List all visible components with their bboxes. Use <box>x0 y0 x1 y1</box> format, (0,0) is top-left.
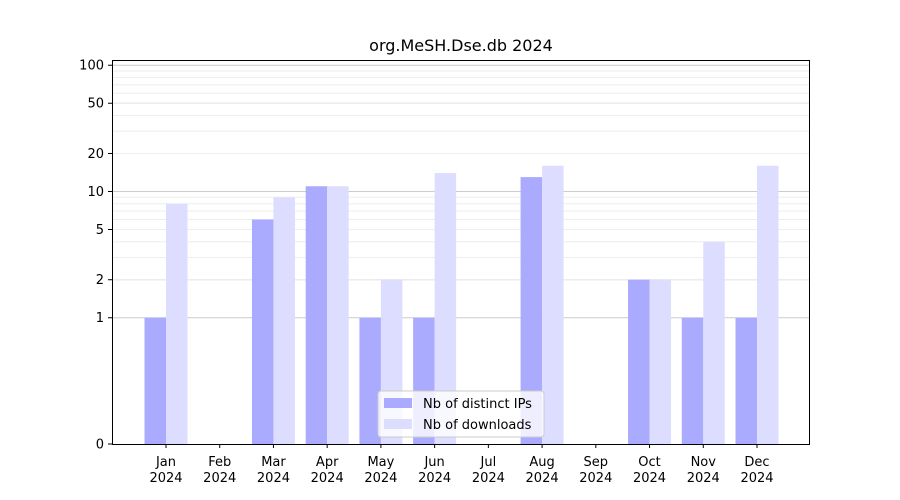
y-tick-label: 0 <box>96 438 104 453</box>
x-tick-label-year: 2024 <box>472 471 505 486</box>
x-tick-label-year: 2024 <box>364 471 397 486</box>
x-tick-label-year: 2024 <box>418 471 451 486</box>
plot-frame <box>112 60 810 445</box>
chart-title: org.MeSH.Dse.db 2024 <box>369 36 553 55</box>
x-tick-label-month: Jun <box>423 455 444 470</box>
legend-label: Nb of distinct IPs <box>423 397 532 412</box>
x-tick-label-year: 2024 <box>687 471 720 486</box>
legend: Nb of distinct IPs Nb of downloads <box>377 390 545 438</box>
bar-distinct-ips <box>305 186 328 445</box>
bar-distinct-ips <box>359 317 381 444</box>
bar-distinct-ips <box>144 317 166 444</box>
x-tick-label-month: Aug <box>529 455 554 470</box>
x-tick-label-year: 2024 <box>203 471 236 486</box>
y-tick-label: 10 <box>87 185 104 200</box>
x-tick-label-year: 2024 <box>740 471 773 486</box>
bar-distinct-ips <box>681 317 704 444</box>
x-tick-label-month: Dec <box>744 455 769 470</box>
y-tick-label: 100 <box>79 59 104 74</box>
x-tick-label-month: Apr <box>316 455 339 470</box>
bar-downloads <box>542 165 564 444</box>
y-tick-label: 5 <box>96 223 104 238</box>
x-tick-label-year: 2024 <box>526 471 559 486</box>
y-axis: 0 1 2 5 10 20 50 100 <box>79 59 112 453</box>
bar-downloads <box>703 241 725 444</box>
legend-swatch <box>384 398 412 408</box>
y-tick-label: 1 <box>96 311 104 326</box>
bar-downloads <box>327 186 349 445</box>
x-tick-label-month: Mar <box>261 455 286 470</box>
legend-label: Nb of downloads <box>423 418 532 433</box>
bars <box>144 165 779 445</box>
x-tick-label-month: Nov <box>691 455 717 470</box>
bar-downloads <box>166 203 188 444</box>
x-tick-label-year: 2024 <box>257 471 290 486</box>
bar-distinct-ips <box>628 279 650 444</box>
x-tick-label-month: Jan <box>155 455 176 470</box>
y-tick-label: 50 <box>87 97 104 112</box>
bar-downloads <box>649 279 672 444</box>
bar-distinct-ips <box>735 317 757 444</box>
y-tick-label: 2 <box>96 273 104 288</box>
x-tick-label-month: Sep <box>584 455 609 470</box>
bar-downloads <box>273 197 295 444</box>
x-tick-label-month: Jul <box>480 455 497 470</box>
bar-distinct-ips <box>251 219 274 444</box>
bar-downloads <box>434 173 457 444</box>
legend-box <box>377 390 545 438</box>
x-tick-label-year: 2024 <box>311 471 344 486</box>
grid-lines <box>112 64 809 319</box>
bar-downloads <box>757 165 779 444</box>
y-tick-label: 20 <box>87 147 104 162</box>
x-tick-label-month: May <box>367 455 394 470</box>
x-tick-label-year: 2024 <box>149 471 182 486</box>
x-tick-label-year: 2024 <box>633 471 666 486</box>
bar-distinct-ips <box>520 177 543 445</box>
x-tick-label-month: Oct <box>638 455 660 470</box>
x-axis: Jan2024Feb2024Mar2024Apr2024May2024Jun20… <box>149 444 774 486</box>
x-tick-label-year: 2024 <box>579 471 612 486</box>
x-tick-label-month: Feb <box>208 455 231 470</box>
legend-swatch <box>384 419 412 429</box>
